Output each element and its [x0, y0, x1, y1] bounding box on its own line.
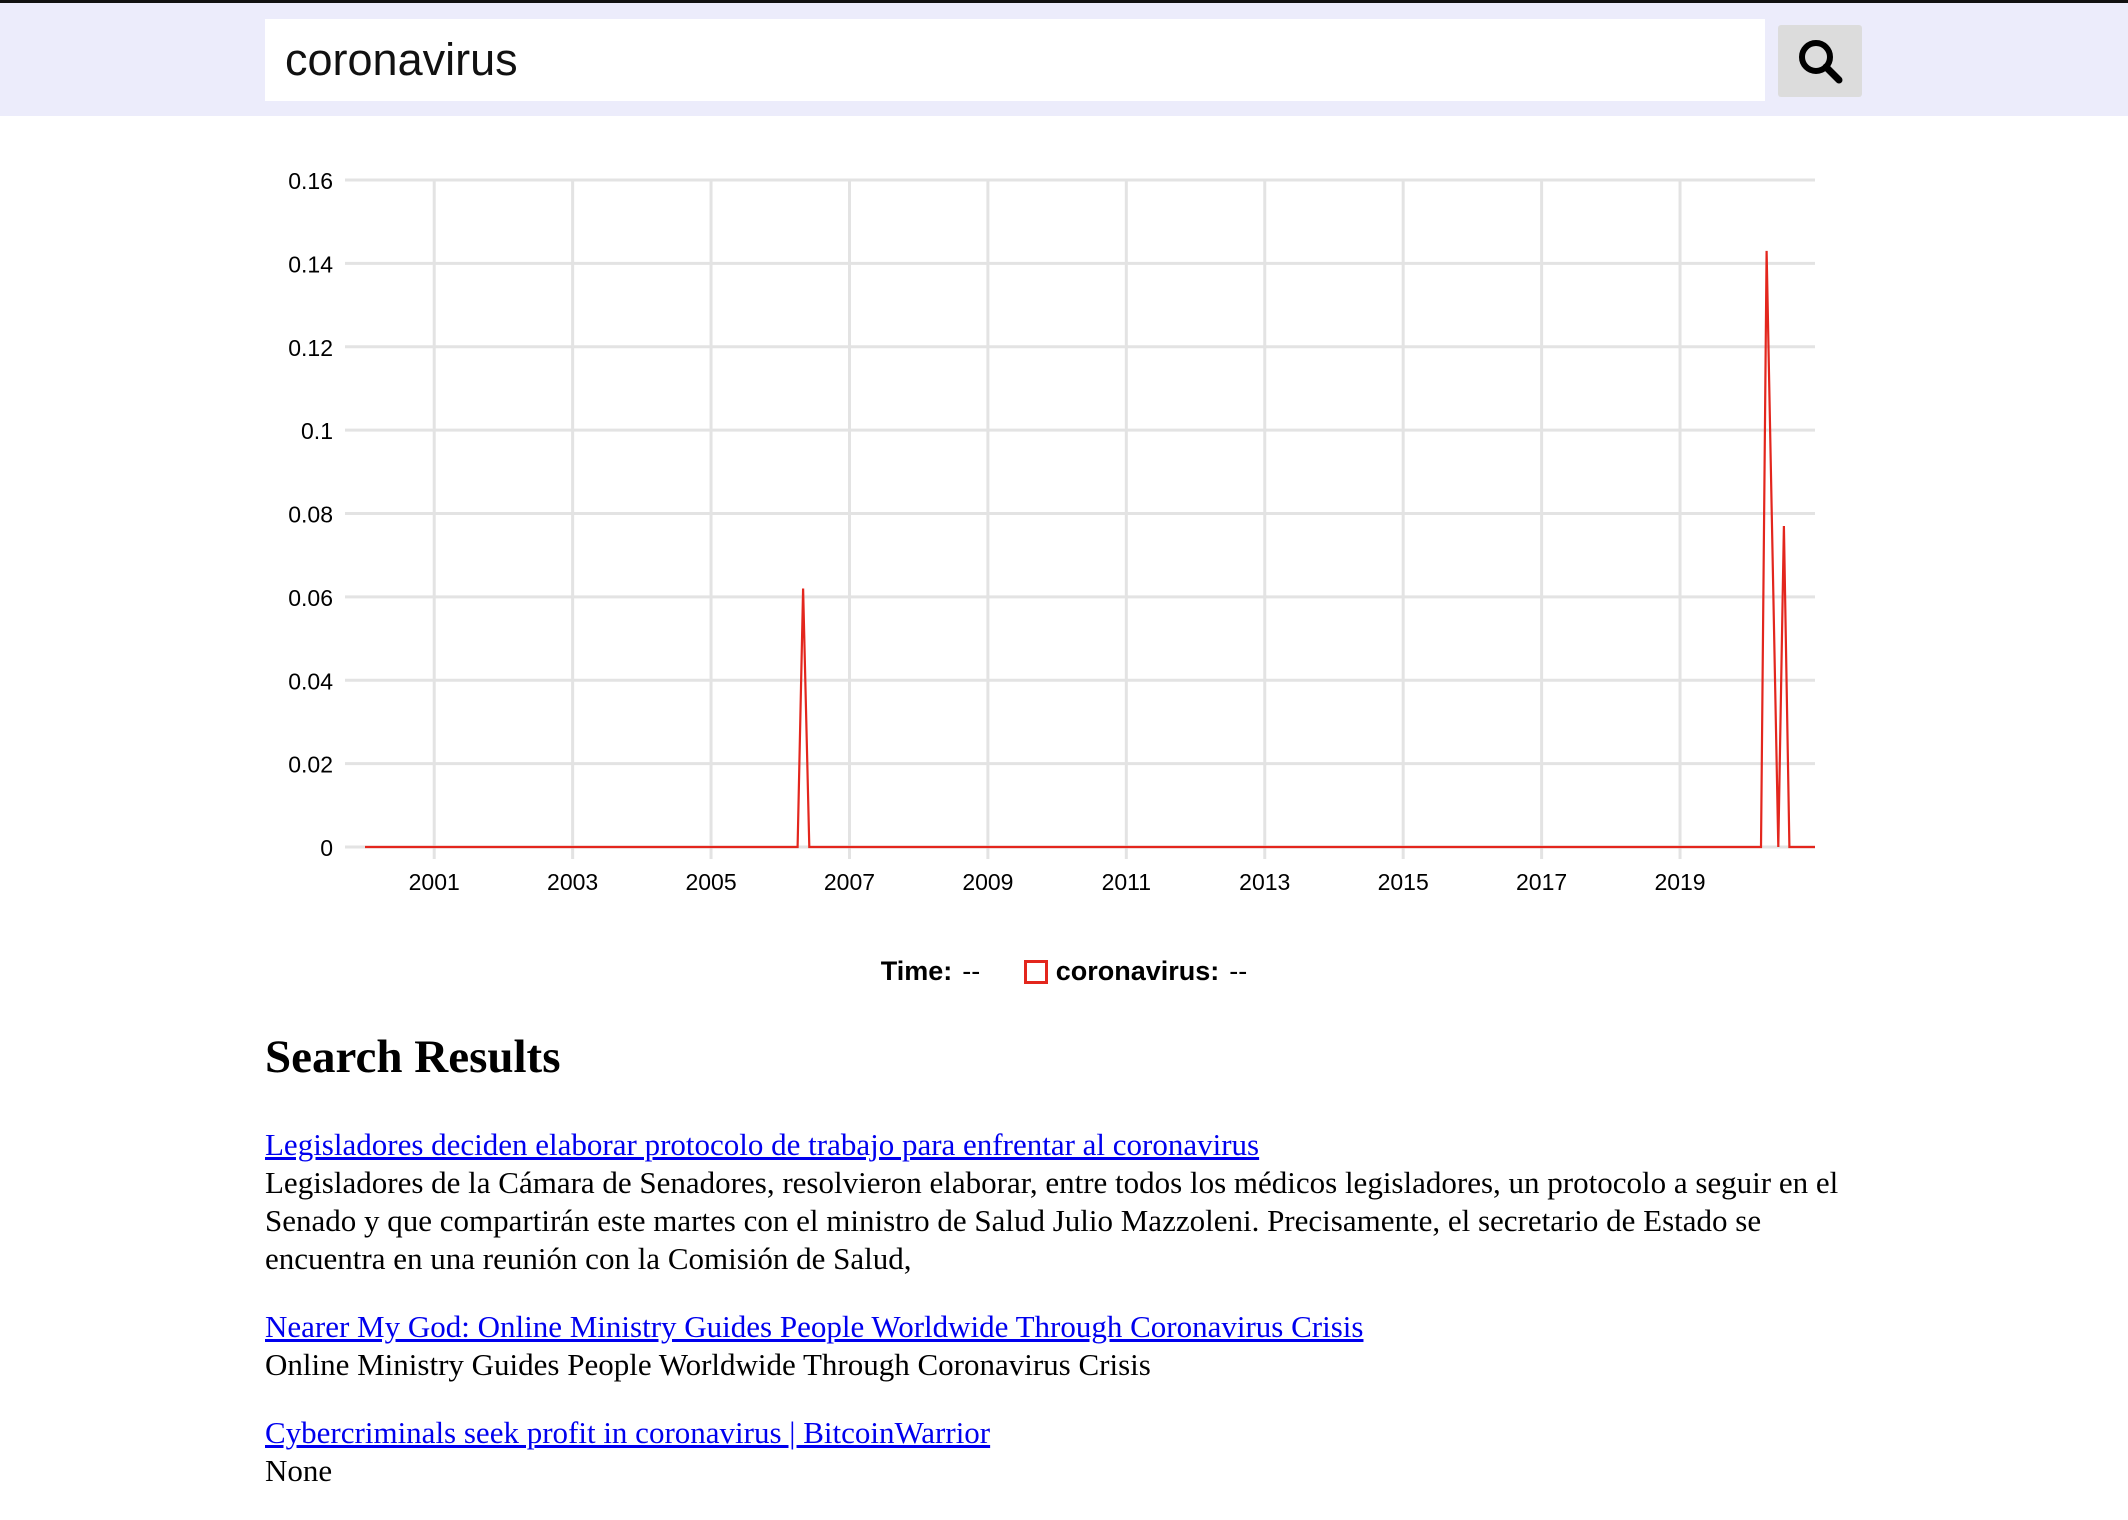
x-tick-label: 2003 — [547, 869, 598, 895]
x-tick-label: 2013 — [1239, 869, 1290, 895]
result-item: Legisladores deciden elaborar protocolo … — [265, 1126, 1885, 1278]
x-tick-label: 2001 — [409, 869, 460, 895]
top-border — [0, 0, 2128, 3]
legend-series-label: coronavirus: — [1055, 956, 1220, 987]
search-input[interactable] — [265, 19, 1765, 101]
legend-time-label: Time: — [880, 956, 953, 987]
y-tick-label: 0.12 — [288, 335, 333, 361]
legend-series[interactable]: coronavirus: -- — [1023, 956, 1248, 987]
results-heading: Search Results — [265, 1031, 561, 1083]
legend-series-value: -- — [1229, 956, 1248, 987]
result-title-link[interactable]: Cybercriminals seek profit in coronaviru… — [265, 1415, 991, 1450]
y-tick-label: 0.08 — [288, 502, 333, 528]
trend-chart-svg: 0 0.02 0.04 0.06 0.08 0.1 0.12 0.14 0.16 2001 2003… — [288, 168, 1815, 895]
result-item: Cybercriminals seek profit in coronaviru… — [265, 1414, 1885, 1490]
y-tick-label: 0.14 — [288, 251, 333, 277]
legend-time: Time: -- — [881, 956, 981, 987]
x-tick-label: 2015 — [1378, 869, 1429, 895]
search-bar — [0, 3, 2128, 116]
trend-chart[interactable]: 0 0.02 0.04 0.06 0.08 0.1 0.12 0.14 0.16 2001 2003… — [260, 160, 1840, 920]
x-tick-label: 2009 — [962, 869, 1013, 895]
series-line-coronavirus — [365, 250, 1815, 849]
chart-legend: Time: -- coronavirus: -- — [0, 955, 2128, 995]
result-snippet: None — [265, 1453, 333, 1488]
y-tick-label: 0.16 — [288, 168, 333, 194]
result-snippet: Online Ministry Guides People Worldwide … — [265, 1347, 1151, 1382]
x-tick-label: 2017 — [1516, 869, 1567, 895]
search-icon — [1799, 40, 1843, 84]
y-tick-label: 0.1 — [301, 418, 333, 444]
search-button[interactable] — [1778, 25, 1862, 97]
x-tick-label: 2005 — [685, 869, 736, 895]
legend-series-swatch[interactable] — [1023, 960, 1048, 985]
result-snippet: Legisladores de la Cámara de Senadores, … — [265, 1165, 1839, 1276]
x-tick-label: 2007 — [824, 869, 875, 895]
result-title-link[interactable]: Nearer My God: Online Ministry Guides Pe… — [265, 1309, 1364, 1344]
legend-time-value: -- — [962, 956, 981, 987]
x-tick-label: 2019 — [1654, 869, 1705, 895]
y-tick-label: 0 — [320, 835, 333, 861]
y-tick-label: 0.04 — [288, 668, 333, 694]
y-tick-label: 0.02 — [288, 752, 333, 778]
search-results: Search Results Legisladores deciden elab… — [265, 1030, 1885, 1520]
y-tick-label: 0.06 — [288, 585, 333, 611]
result-title-link[interactable]: Legisladores deciden elaborar protocolo … — [265, 1127, 1260, 1162]
x-tick-label: 2011 — [1102, 869, 1151, 895]
result-item: Nearer My God: Online Ministry Guides Pe… — [265, 1308, 1885, 1384]
